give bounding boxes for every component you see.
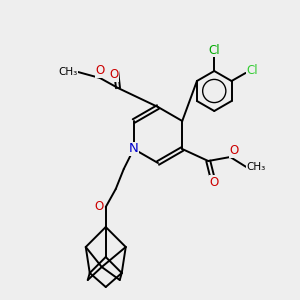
Text: O: O bbox=[95, 64, 105, 77]
Text: CH₃: CH₃ bbox=[58, 67, 78, 77]
Text: O: O bbox=[230, 145, 239, 158]
Text: Cl: Cl bbox=[247, 64, 258, 77]
Text: O: O bbox=[94, 200, 104, 214]
Text: N: N bbox=[129, 142, 139, 155]
Text: CH₃: CH₃ bbox=[247, 162, 266, 172]
Text: O: O bbox=[110, 68, 118, 82]
Text: O: O bbox=[210, 176, 219, 188]
Text: Cl: Cl bbox=[208, 44, 220, 56]
